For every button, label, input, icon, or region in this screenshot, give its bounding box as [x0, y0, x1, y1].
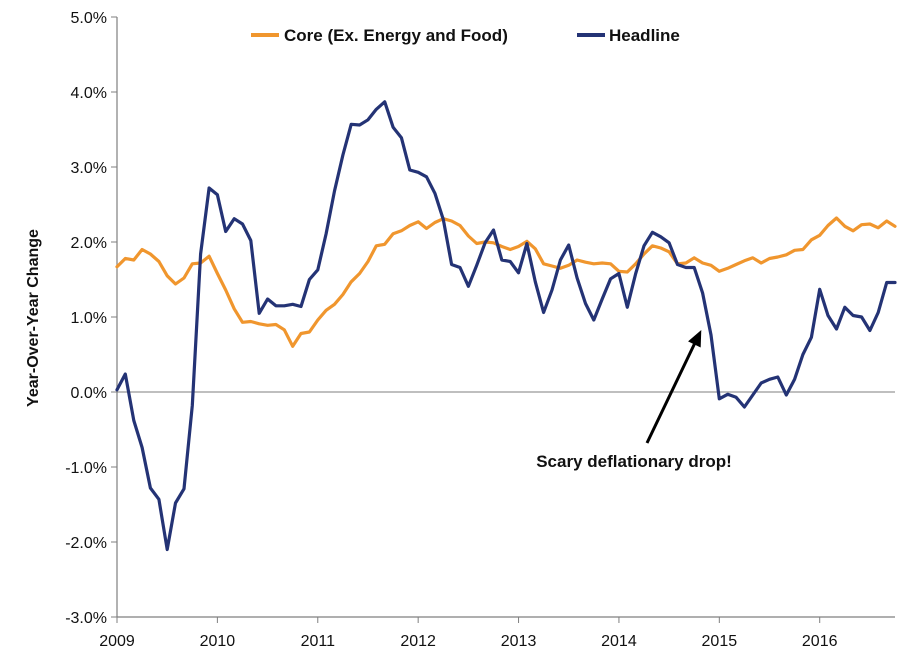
x-tick-label: 2011: [301, 633, 336, 650]
x-tick-label: 2014: [601, 633, 637, 650]
y-tick-label: 5.0%: [71, 10, 107, 27]
y-tick-label: 4.0%: [71, 85, 107, 102]
annotation: Scary deflationary drop!: [536, 330, 732, 471]
x-tick-label: 2016: [802, 633, 838, 650]
series-lines: [115, 100, 897, 552]
headline-series-line: [115, 100, 897, 552]
legend-label-core: Core (Ex. Energy and Food): [284, 26, 508, 45]
annotation-text: Scary deflationary drop!: [536, 452, 732, 471]
core-series-line: [115, 216, 897, 348]
y-tick-labels: -3.0% -2.0% -1.0% 0.0% 1.0% 2.0% 3.0% 4.0% 5.0%: [65, 10, 107, 627]
y-tick-label: 3.0%: [71, 160, 107, 177]
x-tick-label: 2012: [400, 633, 436, 650]
y-tick-label: -3.0%: [65, 610, 107, 627]
x-tick-label: 2009: [99, 633, 135, 650]
axes: [111, 16, 895, 623]
x-tick-label: 2013: [501, 633, 537, 650]
legend: Core (Ex. Energy and Food) Headline: [251, 26, 680, 45]
x-tick-label: 2015: [702, 633, 738, 650]
y-tick-label: 2.0%: [71, 235, 107, 252]
y-tick-label: 1.0%: [71, 310, 107, 327]
annotation-arrow-head: [688, 330, 702, 348]
y-axis-title: Year-Over-Year Change: [25, 229, 42, 407]
legend-label-headline: Headline: [609, 26, 680, 45]
annotation-arrow-shaft: [645, 337, 699, 444]
x-tick-label: 2010: [200, 633, 236, 650]
x-tick-labels: 2009 2010 2011 2012 2013 2014 2015 2016: [99, 633, 837, 650]
y-tick-label: 0.0%: [71, 385, 107, 402]
y-tick-label: -1.0%: [65, 460, 107, 477]
y-tick-label: -2.0%: [65, 535, 107, 552]
